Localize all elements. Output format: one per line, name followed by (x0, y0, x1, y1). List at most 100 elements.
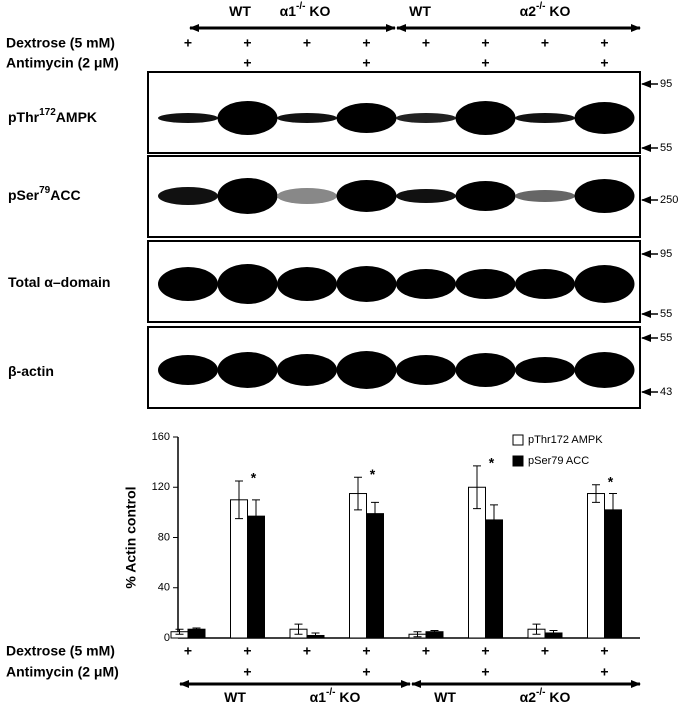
blot-band (336, 180, 397, 212)
group-label-part: WT (409, 3, 431, 19)
condition-label: Dextrose (5 mM) (6, 643, 115, 659)
error-bar (175, 628, 184, 635)
blot-band (396, 355, 456, 385)
group-label-part: WT (229, 3, 251, 19)
blot-band (158, 355, 218, 385)
condition-mark: + (422, 643, 430, 659)
blot-band (158, 267, 218, 301)
group-label: α1-/- KO (310, 687, 361, 705)
marker-label: 55 (660, 332, 672, 344)
condition-mark: + (362, 643, 370, 659)
marker-label: 95 (660, 78, 672, 90)
condition-mark: + (243, 35, 251, 51)
condition-mark: + (184, 643, 192, 659)
group-label-part: α1 (310, 689, 327, 705)
group-label-part: KO (545, 3, 570, 19)
blot-band (574, 179, 635, 213)
blot-band (217, 264, 278, 304)
condition-mark: + (184, 35, 192, 51)
blot-band (217, 352, 278, 388)
blot-label: Total α–domain (8, 274, 110, 290)
bar (230, 499, 248, 639)
condition-mark: + (303, 643, 311, 659)
y-tick-label: 0 (164, 632, 170, 644)
blot-band (396, 113, 456, 123)
blot-band (515, 357, 575, 383)
blot-label: β-actin (8, 363, 54, 379)
blot-band (455, 353, 516, 387)
bar (366, 513, 384, 639)
group-label-part: -/- (536, 1, 545, 12)
error-bar (549, 629, 558, 636)
group-label-part: KO (305, 3, 330, 19)
legend-swatch (512, 455, 524, 467)
condition-mark: + (303, 35, 311, 51)
error-bar (430, 629, 439, 634)
group-label: WT (229, 3, 251, 19)
group-label: WT (224, 689, 246, 705)
error-bar (490, 504, 498, 536)
blot-label: pSer79ACC (8, 185, 81, 203)
blot-band (277, 267, 337, 301)
group-label: α2-/- KO (520, 1, 571, 19)
error-bar (192, 627, 201, 631)
legend-label: pThr172 AMPK (528, 434, 603, 446)
y-tick-label: 120 (152, 481, 170, 493)
condition-mark: + (362, 664, 370, 680)
error-bar (311, 632, 320, 639)
blot-band (396, 189, 456, 203)
blot-label-part: 79 (39, 185, 51, 196)
bar (247, 515, 265, 639)
error-bar (609, 493, 617, 527)
error-bar (473, 465, 481, 510)
error-bar (371, 501, 379, 526)
group-label-part: WT (224, 689, 246, 705)
blot-label-part: ACC (50, 187, 80, 203)
significance: * (608, 473, 614, 489)
marker-label: 95 (660, 248, 672, 260)
error-bar (252, 499, 260, 533)
blot-band (515, 269, 575, 299)
blot-label-part: AMPK (56, 109, 97, 125)
marker-label: 55 (660, 308, 672, 320)
condition-mark: + (541, 643, 549, 659)
marker-label: 43 (660, 386, 672, 398)
condition-mark: + (481, 643, 489, 659)
bar (468, 486, 486, 639)
blot-band (217, 178, 278, 214)
group-label: α1-/- KO (280, 1, 331, 19)
marker-label: 250 (660, 194, 678, 206)
error-bar (532, 623, 541, 635)
condition-label: Antimycin (2 μM) (6, 664, 119, 680)
blot-label-part: pSer (8, 187, 40, 203)
condition-mark: + (243, 664, 251, 680)
y-tick-label: 160 (152, 431, 170, 443)
blot-band (515, 190, 575, 202)
blot-band (396, 269, 456, 299)
condition-mark: + (600, 643, 608, 659)
blot-band (455, 269, 516, 299)
condition-mark: + (481, 55, 489, 71)
blot-band (455, 181, 516, 211)
bar (349, 493, 367, 639)
marker-label: 55 (660, 142, 672, 154)
blot-band (217, 101, 278, 135)
blot-label-part: 172 (39, 107, 56, 118)
blot-band (158, 187, 218, 205)
condition-mark: + (243, 643, 251, 659)
blot-band (574, 102, 635, 134)
blot-band (336, 103, 397, 133)
group-label-part: WT (434, 689, 456, 705)
legend-label: pSer79 ACC (528, 455, 589, 467)
blot-band (574, 352, 635, 388)
significance: * (251, 470, 257, 486)
group-label-part: α2 (520, 689, 537, 705)
y-tick-label: 40 (158, 582, 170, 594)
blot-band (158, 113, 218, 123)
y-tick-label: 80 (158, 531, 170, 543)
condition-mark: + (481, 664, 489, 680)
bar (604, 509, 622, 639)
legend-swatch (512, 434, 524, 446)
condition-label: Dextrose (5 mM) (6, 35, 115, 51)
